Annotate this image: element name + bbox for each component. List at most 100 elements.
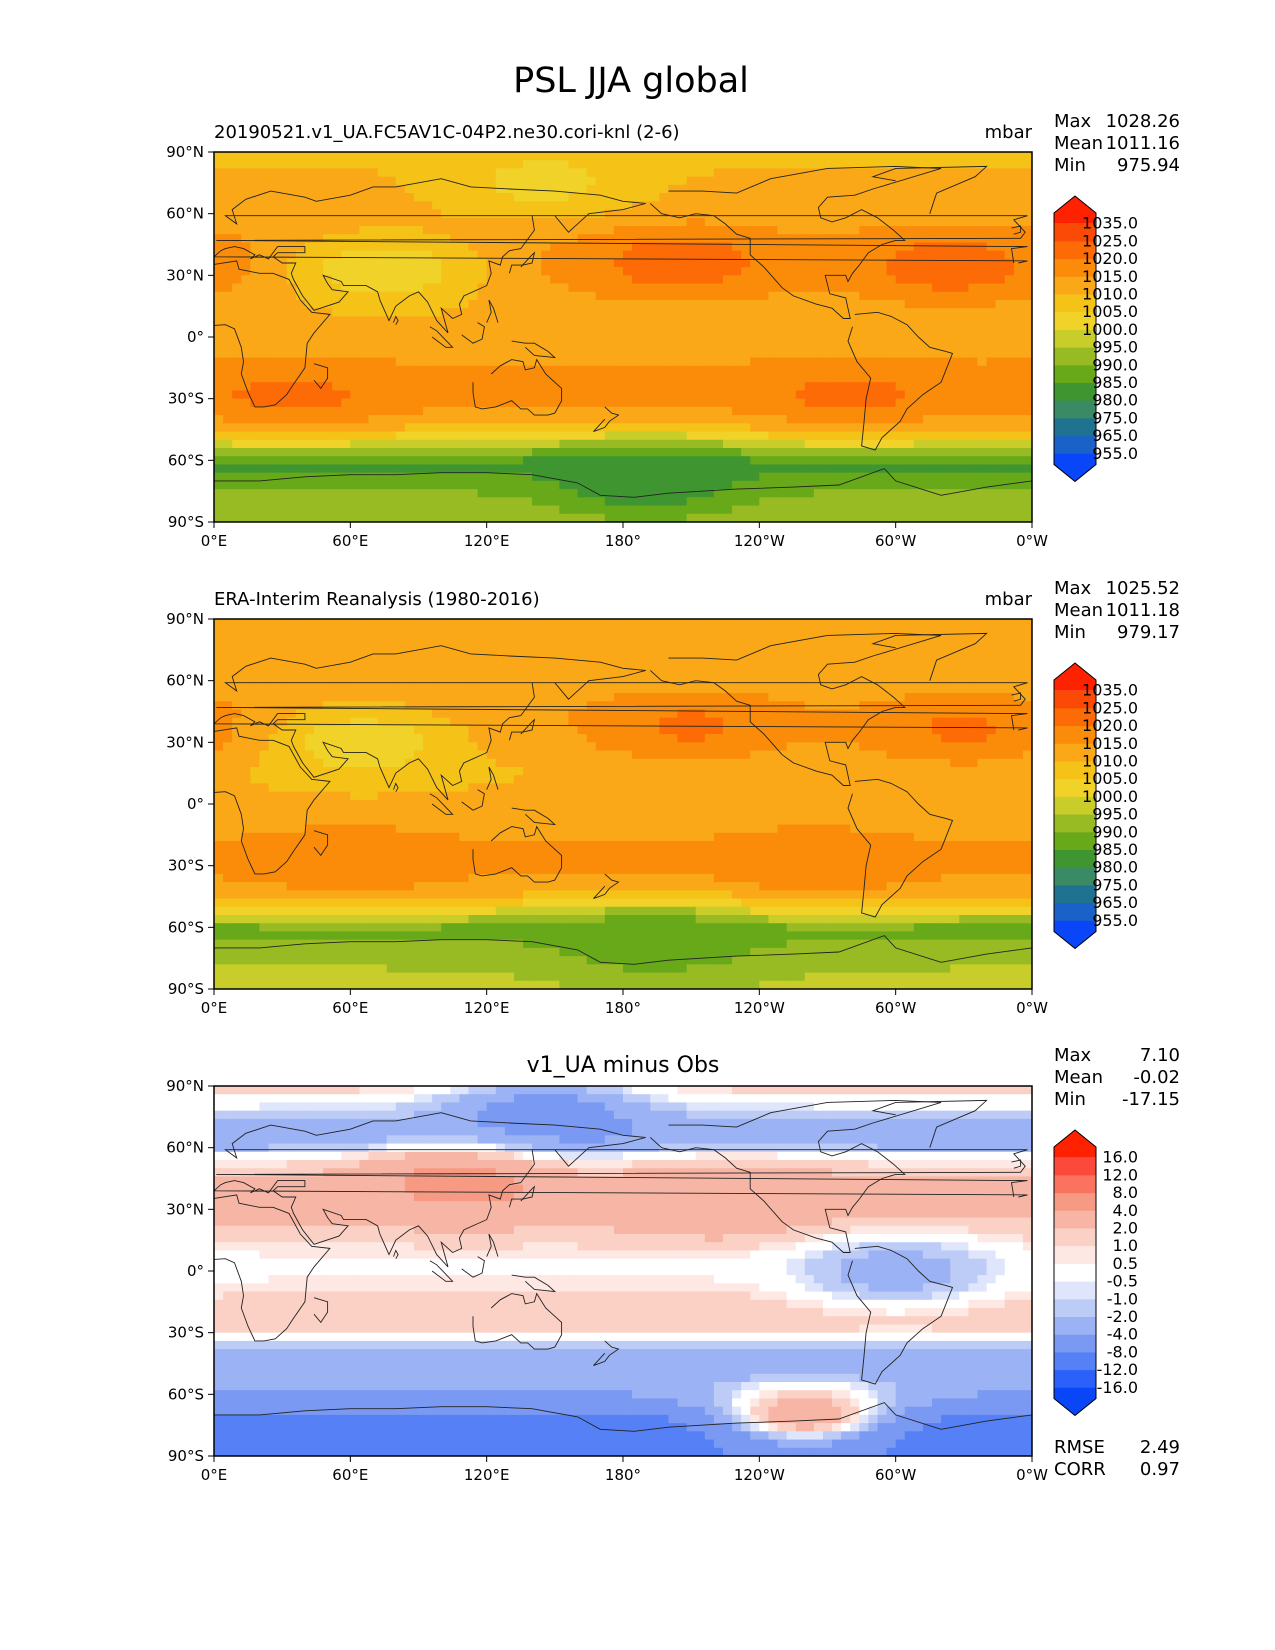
field-cell: [741, 497, 751, 507]
field-cell: [777, 209, 788, 219]
field-cell: [641, 275, 651, 285]
field-cell: [432, 464, 442, 474]
field-cell: [386, 160, 397, 170]
field-cell: [968, 472, 979, 482]
field-cell: [968, 209, 979, 219]
field-cell: [986, 258, 997, 268]
field-cell: [377, 193, 388, 202]
field-cell: [850, 300, 860, 309]
field-cell: [759, 684, 770, 694]
field-cell: [432, 176, 442, 186]
field-cell: [541, 152, 551, 161]
field-cell: [541, 242, 551, 252]
field-cell: [704, 152, 715, 161]
field-cell: [759, 209, 770, 219]
field-cell: [832, 439, 842, 449]
field-cell: [441, 382, 451, 392]
field-cell: [832, 406, 842, 416]
field-cell: [350, 250, 361, 260]
field-cell: [995, 217, 1006, 227]
field-cell: [895, 201, 906, 211]
field-cell: [250, 668, 261, 678]
field-cell: [623, 316, 633, 326]
field-cell: [359, 324, 370, 334]
field-cell: [777, 406, 788, 416]
field-cell: [441, 152, 451, 161]
field-cell: [877, 643, 888, 653]
field-cell: [232, 398, 242, 408]
field-cell: [586, 374, 597, 383]
field-cell: [895, 184, 906, 194]
field-cell: [913, 217, 924, 227]
field-cell: [532, 480, 542, 490]
field-cell: [532, 316, 542, 326]
field-cell: [941, 619, 951, 628]
field-cell: [513, 308, 524, 318]
field-cell: [541, 341, 551, 350]
field-cell: [577, 226, 588, 235]
field-cell: [822, 390, 833, 400]
field-cell: [950, 324, 960, 334]
field-cell: [523, 480, 533, 490]
field-cell: [459, 423, 470, 433]
field-cell: [586, 627, 597, 637]
field-cell: [859, 472, 869, 482]
field-cell: [822, 406, 833, 416]
field-cell: [804, 660, 815, 669]
field-cell: [241, 176, 251, 186]
field-cell: [368, 291, 379, 301]
field-cell: [259, 365, 270, 375]
field-cell: [523, 643, 533, 653]
field-cell: [859, 201, 869, 211]
field-cell: [832, 291, 842, 301]
field-cell: [214, 431, 224, 441]
field-cell: [277, 643, 288, 653]
field-cell: [786, 635, 797, 645]
field-cell: [541, 332, 551, 342]
field-cell: [459, 341, 470, 350]
field-cell: [813, 308, 824, 318]
field-cell: [832, 176, 842, 186]
field-cell: [677, 357, 688, 367]
field-cell: [404, 374, 415, 383]
field-cell: [659, 357, 670, 367]
field-cell: [241, 217, 251, 227]
field-cell: [650, 184, 660, 194]
field-cell: [895, 193, 906, 202]
field-cell: [704, 283, 715, 293]
field-cell: [722, 250, 733, 260]
field-cell: [586, 668, 597, 678]
field-cell: [686, 489, 697, 498]
field-cell: [732, 513, 742, 522]
field-cell: [641, 357, 651, 367]
field-cell: [741, 217, 751, 227]
field-cell: [1004, 505, 1015, 515]
field-cell: [950, 464, 960, 474]
field-cell: [868, 619, 879, 628]
field-cell: [768, 226, 779, 235]
field-cell: [795, 176, 806, 186]
field-cell: [604, 382, 615, 392]
field-cell: [559, 423, 570, 433]
field-cell: [486, 390, 497, 400]
field-cell: [977, 193, 988, 202]
field-cell: [223, 176, 233, 186]
field-cell: [950, 398, 960, 408]
field-cell: [332, 489, 342, 498]
field-cell: [895, 398, 906, 408]
field-cell: [350, 627, 361, 637]
field-cell: [532, 267, 542, 276]
field-cell: [759, 226, 770, 235]
field-cell: [513, 226, 524, 235]
field-cell: [477, 464, 488, 474]
field-cell: [423, 415, 433, 424]
field-cell: [323, 513, 333, 522]
field-cell: [513, 684, 524, 694]
field-cell: [813, 406, 824, 416]
field-cell: [250, 431, 261, 441]
field-cell: [941, 152, 951, 161]
field-cell: [441, 234, 451, 244]
field-cell: [750, 390, 760, 400]
field-cell: [977, 242, 988, 252]
field-cell: [832, 341, 842, 350]
